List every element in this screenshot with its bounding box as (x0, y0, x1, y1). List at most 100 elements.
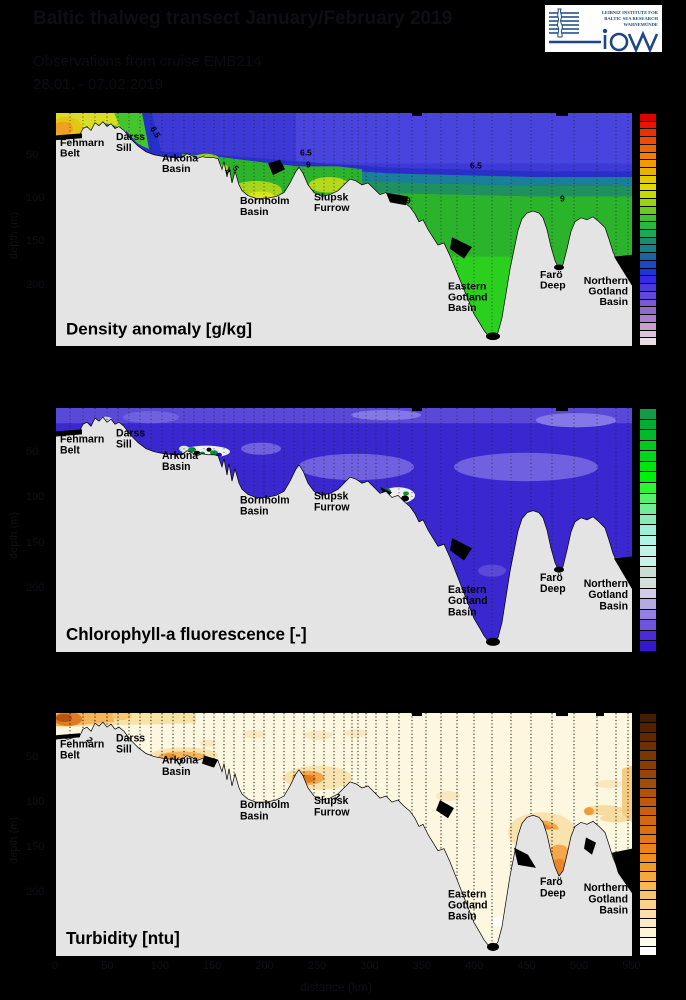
colorbar-segment (640, 230, 656, 238)
halocline-band (126, 130, 632, 178)
field-patch (486, 637, 500, 646)
colorbar-segment (640, 315, 656, 323)
colorbar-segment (640, 330, 656, 339)
station-label: Basin (448, 303, 477, 314)
depth-tick: 50 (26, 751, 39, 763)
colorbar-segment (640, 844, 656, 854)
station-label: Basin (240, 810, 269, 822)
svg-text:BALTIC SEA RESEARCH: BALTIC SEA RESEARCH (604, 16, 658, 21)
depth-tick: 100 (26, 192, 45, 205)
field-patch (56, 714, 72, 723)
svg-text:WARNEMÜNDE: WARNEMÜNDE (624, 22, 658, 27)
colorbar-segment (640, 881, 656, 891)
field-patch (487, 942, 499, 951)
iow-logo-graphic: LEIBNIZ INSTITUTE FOR BALTIC SEA RESEARC… (549, 8, 659, 52)
seabed-line (56, 416, 632, 645)
field-patch (298, 453, 414, 481)
colorbar-segment (640, 751, 656, 761)
field-patch (584, 805, 624, 816)
colorbar-segment (640, 556, 656, 568)
colorbar-segment (640, 760, 656, 770)
colorbar-segment (640, 853, 656, 863)
station-label: Deep (540, 281, 566, 292)
field-patch (614, 254, 632, 286)
field-patch (56, 133, 82, 141)
colorbar-segment (640, 299, 656, 308)
station-label: Basin (599, 297, 628, 308)
station-label: Darss (116, 732, 145, 744)
colorbar-segment (640, 714, 656, 724)
panel-chla-plot: FehmarnBeltDarssSillArkonaBasinBornholmB… (56, 408, 632, 652)
depth-tick: 100 (26, 491, 45, 504)
field-patch (614, 556, 632, 589)
colorbar-segment (640, 588, 656, 600)
colorbar-segment (640, 493, 656, 505)
colorbar-segment (640, 338, 656, 346)
colorbar-segment (640, 144, 656, 153)
colorbar-segment (640, 260, 656, 269)
depth-tick: 100 (26, 796, 45, 808)
contour-label: 2 (85, 735, 96, 746)
colorbar-segment (640, 322, 656, 331)
field-patch (622, 765, 632, 823)
field-patch (450, 237, 472, 259)
station-label: Basin (599, 904, 628, 916)
field-patch (344, 729, 368, 738)
colorbar-segment (640, 641, 656, 651)
field-patch (386, 192, 408, 206)
station-label: Bornholm (240, 494, 290, 506)
field-patch (594, 779, 622, 788)
station-label: Slupsk (314, 192, 349, 203)
station-label: Basin (448, 606, 477, 618)
station-label: Eastern (448, 584, 486, 596)
colorbar-segment (640, 890, 656, 901)
distance-tick: 200 (255, 960, 274, 972)
distance-axis: 0 50 100 150 200 250 300 350 400 450 500 550 (0, 960, 686, 976)
station-label: Northern (584, 578, 628, 590)
contour-label: 6.5 (300, 148, 312, 158)
field-patch (554, 264, 564, 271)
colorbar-segment (640, 546, 656, 557)
station-label: Deep (540, 583, 566, 595)
station-label: Eastern (448, 888, 486, 900)
colorbar-segment (640, 723, 656, 733)
colorbar-turbidity (639, 713, 657, 956)
station-label: Basin (448, 910, 477, 922)
panel-chlorophyll-fluorescence: Fehmarn Belt Darss Sill Arkona Basin Bornholm B… (55, 407, 633, 653)
colorbar-segment (640, 307, 656, 316)
contour-label: 1 (333, 791, 344, 802)
colorbar-segment (640, 482, 656, 494)
station-label: Deep (540, 887, 566, 899)
distance-tick: 350 (412, 960, 431, 972)
colorbar-segment (640, 129, 656, 138)
colorbar-segment (640, 183, 656, 192)
iow-logo: LEIBNIZ INSTITUTE FOR BALTIC SEA RESEARC… (545, 5, 662, 52)
distance-tick: 50 (101, 960, 114, 972)
colorbar-segment (640, 214, 656, 223)
colorbar-segment (640, 222, 656, 231)
colorbar-segment (640, 430, 656, 441)
station-label: Basin (162, 461, 191, 473)
station-label: Gotland (448, 899, 488, 911)
station-label: Sill (116, 439, 132, 451)
distance-tick: 0 (51, 960, 59, 972)
field-patch (478, 564, 506, 577)
field-patch (436, 790, 460, 802)
contour-label: 4 (222, 166, 233, 176)
colorbar-segment (640, 245, 656, 254)
field-patch (56, 429, 82, 437)
colorbar-segment (640, 835, 656, 845)
field-patch (514, 847, 536, 868)
station-label: Farö (540, 876, 563, 888)
station-label: Belt (60, 149, 80, 160)
colorbar-segment (640, 440, 656, 452)
depth-tick: 200 (26, 278, 45, 291)
colorbar-segment (640, 928, 656, 938)
colorbar-segment (640, 732, 656, 742)
colorbar-segment (640, 268, 656, 277)
field-patch (584, 807, 594, 816)
station-label: Farö (540, 270, 563, 281)
contour-label: 5 (230, 163, 241, 173)
depth-tick: 150 (26, 536, 45, 549)
field-patch (450, 538, 472, 561)
